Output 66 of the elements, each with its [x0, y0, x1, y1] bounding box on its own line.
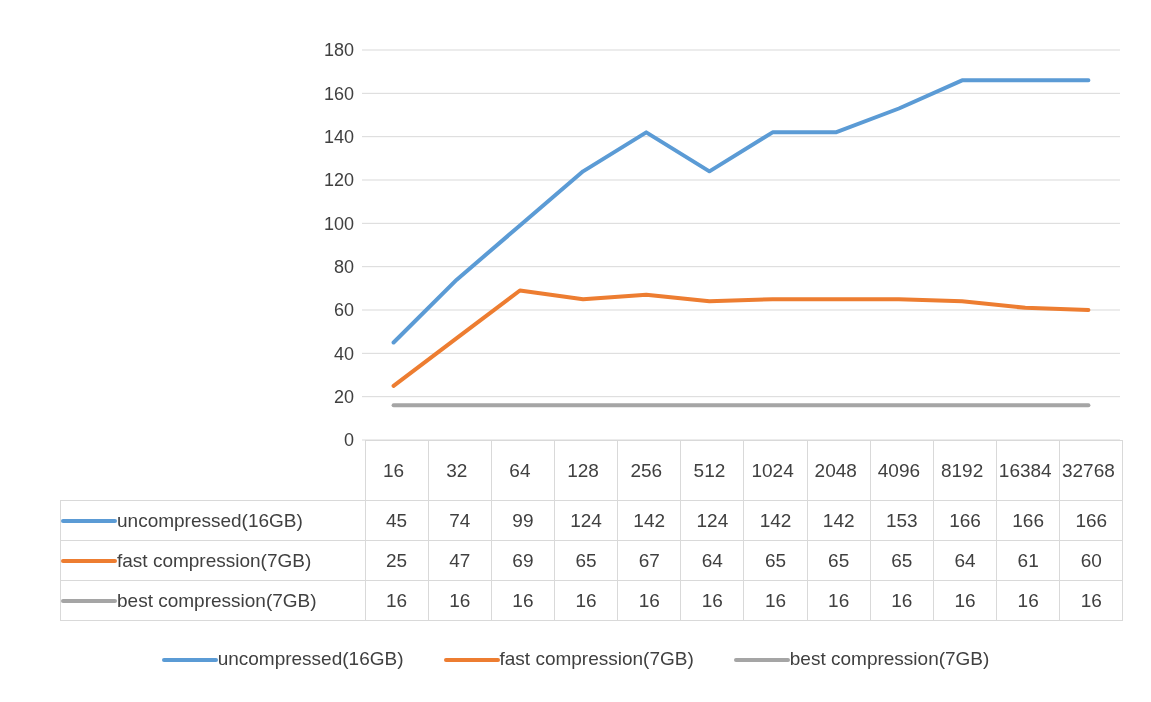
- y-tick-label: 80: [333, 257, 354, 278]
- data-label: 124: [554, 500, 618, 541]
- data-label: 16: [933, 580, 997, 621]
- x-tick-label: 1024: [751, 460, 795, 481]
- data-label: 16: [554, 580, 618, 621]
- data-label: 60: [1059, 540, 1123, 581]
- x-tick-label: 16384: [998, 460, 1053, 481]
- data-label: 153: [870, 500, 934, 541]
- data-label: 45: [365, 500, 429, 541]
- data-label: 16: [1059, 580, 1123, 621]
- legend-label: uncompressed(16GB): [60, 500, 365, 541]
- y-tick-label: 0: [343, 430, 354, 451]
- data-label: 64: [933, 540, 997, 581]
- x-tick-label: 8192: [940, 460, 984, 481]
- data-label: 166: [1059, 500, 1123, 541]
- data-label: 16: [996, 580, 1060, 621]
- data-label: 74: [428, 500, 492, 541]
- y-tick-label: 20: [333, 387, 354, 408]
- data-label: 16: [617, 580, 681, 621]
- data-label: 65: [870, 540, 934, 581]
- legend-label: fast compression(7GB): [60, 540, 365, 581]
- x-tick-label: 128: [567, 460, 599, 481]
- data-label: 65: [554, 540, 618, 581]
- y-tick-label: 60: [333, 300, 354, 321]
- data-label: 99: [491, 500, 555, 541]
- data-label: 16: [428, 580, 492, 621]
- y-tick-label: 40: [333, 343, 354, 364]
- data-label: 16: [870, 580, 934, 621]
- x-tick-label: 32: [446, 460, 468, 481]
- line-series: [391, 288, 1091, 388]
- x-tick-label: 16: [383, 460, 405, 481]
- y-tick-label: 160: [323, 83, 354, 104]
- data-label: 142: [743, 500, 808, 541]
- data-label: 16: [365, 580, 429, 621]
- legend-label: best compression(7GB): [60, 580, 365, 621]
- data-label: 142: [617, 500, 681, 541]
- data-label: 16: [807, 580, 871, 621]
- x-tick-label: 64: [509, 460, 531, 481]
- x-tick-label: 4096: [877, 460, 921, 481]
- data-label: 124: [680, 500, 744, 541]
- data-label: 166: [996, 500, 1060, 541]
- x-tick-label: 32768: [1061, 460, 1115, 481]
- text: fast compression(7GB): [499, 648, 694, 669]
- data-label: 142: [807, 500, 871, 541]
- data-label: 69: [491, 540, 555, 581]
- data-label: 16: [743, 580, 808, 621]
- y-tick-label: 100: [323, 213, 354, 234]
- data-label: 65: [743, 540, 808, 581]
- data-label: 61: [996, 540, 1060, 581]
- x-tick-label: 2048: [814, 460, 857, 481]
- x-tick-label: 512: [693, 460, 726, 481]
- data-label: 166: [933, 500, 997, 541]
- text: best compression(7GB): [789, 648, 990, 669]
- data-label: 67: [617, 540, 681, 581]
- y-tick-label: 180: [323, 40, 354, 61]
- data-label: 47: [428, 540, 492, 581]
- y-tick-label: 140: [323, 127, 354, 148]
- line-series: [391, 78, 1091, 345]
- text: uncompressed(16GB): [217, 648, 404, 669]
- data-label: 16: [491, 580, 555, 621]
- x-tick-label: 256: [630, 460, 663, 481]
- y-tick-label: 120: [323, 170, 354, 191]
- data-label: 25: [365, 540, 429, 581]
- data-label: 64: [680, 540, 744, 581]
- data-label: 16: [680, 580, 744, 621]
- data-label: 65: [807, 540, 871, 581]
